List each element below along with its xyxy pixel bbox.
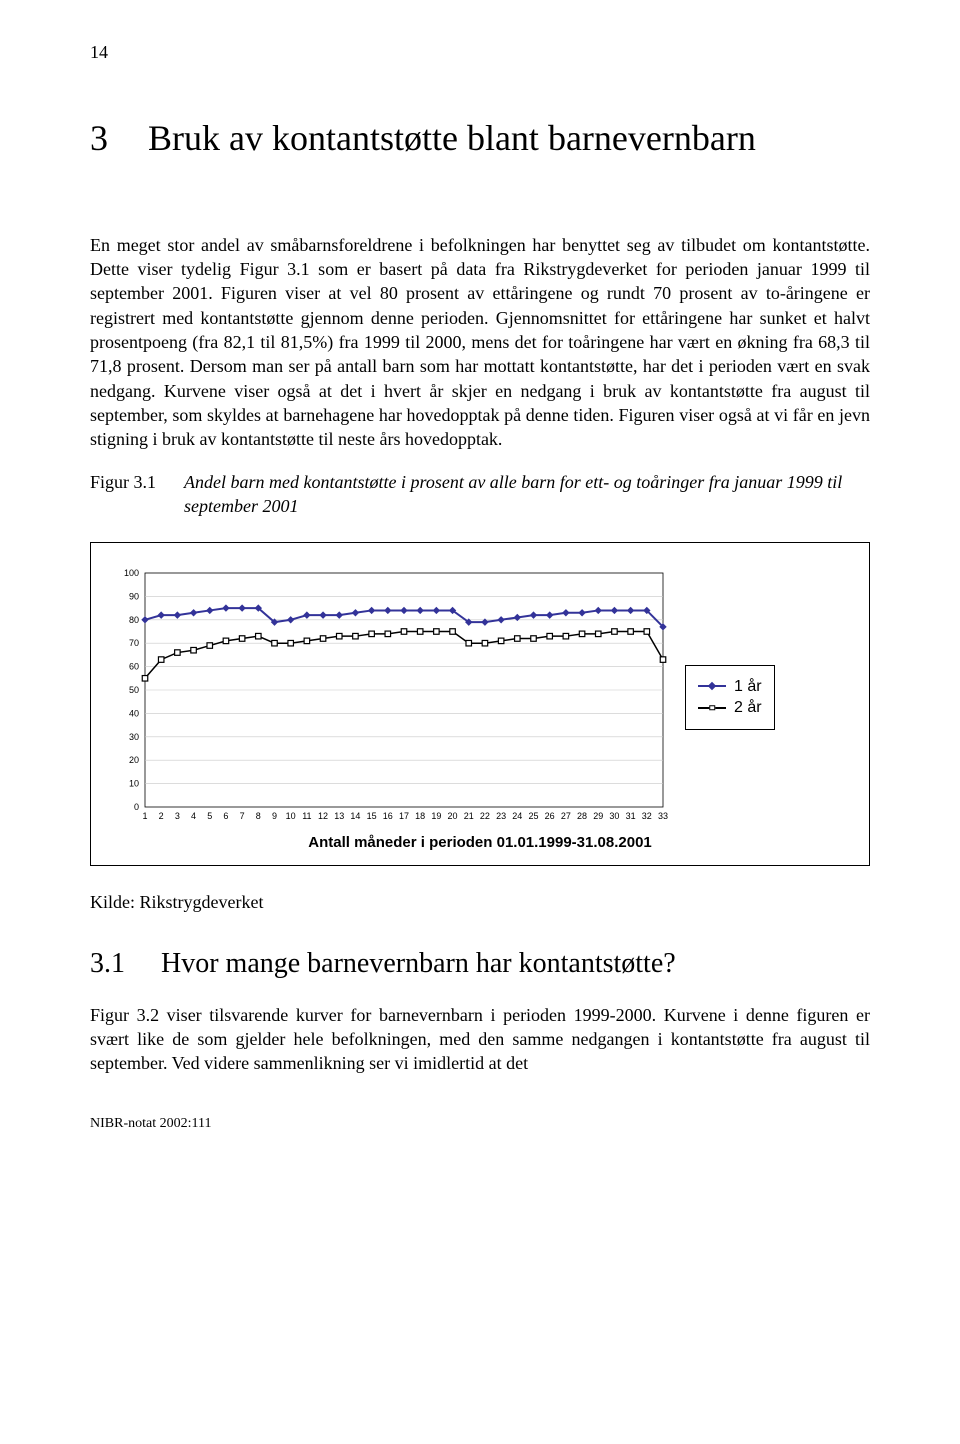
figure-caption: Figur 3.1 Andel barn med kontantstøtte i…	[90, 470, 870, 519]
svg-text:29: 29	[593, 811, 603, 821]
paragraph-1: En meget stor andel av småbarnsforeldren…	[90, 233, 870, 452]
svg-text:30: 30	[129, 732, 139, 742]
x-axis-label: Antall måneder i perioden 01.01.1999-31.…	[111, 833, 849, 853]
svg-text:19: 19	[431, 811, 441, 821]
svg-text:90: 90	[129, 592, 139, 602]
svg-text:17: 17	[399, 811, 409, 821]
chapter-number: 3	[90, 114, 108, 163]
svg-text:8: 8	[256, 811, 261, 821]
svg-text:11: 11	[302, 811, 311, 821]
svg-text:12: 12	[318, 811, 328, 821]
svg-text:21: 21	[464, 811, 474, 821]
svg-text:7: 7	[240, 811, 245, 821]
paragraph-2: Figur 3.2 viser tilsvarende kurver for b…	[90, 1003, 870, 1076]
svg-text:25: 25	[528, 811, 538, 821]
svg-text:60: 60	[129, 662, 139, 672]
section-title: 3.1 Hvor mange barnevernbarn har kontant…	[90, 945, 870, 983]
legend-item: 1 år	[698, 676, 762, 698]
svg-text:32: 32	[642, 811, 652, 821]
page-number: 14	[90, 40, 870, 64]
svg-text:3: 3	[175, 811, 180, 821]
svg-text:30: 30	[609, 811, 619, 821]
svg-text:9: 9	[272, 811, 277, 821]
svg-text:33: 33	[658, 811, 668, 821]
legend-label: 1 år	[734, 676, 762, 698]
svg-text:15: 15	[367, 811, 377, 821]
svg-text:16: 16	[383, 811, 393, 821]
svg-text:5: 5	[207, 811, 212, 821]
chart-container: 0102030405060708090100123456789101112131…	[90, 542, 870, 866]
svg-text:14: 14	[350, 811, 360, 821]
svg-text:20: 20	[448, 811, 458, 821]
svg-text:4: 4	[191, 811, 196, 821]
figure-label: Figur 3.1	[90, 470, 156, 519]
svg-text:50: 50	[129, 685, 139, 695]
svg-text:18: 18	[415, 811, 425, 821]
figure-caption-text: Andel barn med kontantstøtte i prosent a…	[184, 470, 870, 519]
svg-text:100: 100	[124, 568, 139, 578]
svg-text:26: 26	[545, 811, 555, 821]
svg-text:80: 80	[129, 615, 139, 625]
svg-text:1: 1	[142, 811, 147, 821]
svg-text:20: 20	[129, 755, 139, 765]
legend-label: 2 år	[734, 697, 762, 719]
source-text: Kilde: Rikstrygdeverket	[90, 890, 870, 914]
svg-text:10: 10	[129, 779, 139, 789]
svg-text:6: 6	[223, 811, 228, 821]
svg-text:28: 28	[577, 811, 587, 821]
svg-text:27: 27	[561, 811, 571, 821]
legend-item: 2 år	[698, 697, 762, 719]
svg-text:0: 0	[134, 802, 139, 812]
chart-legend: 1 år2 år	[685, 665, 775, 730]
svg-text:40: 40	[129, 709, 139, 719]
line-chart: 0102030405060708090100123456789101112131…	[111, 567, 671, 827]
section-number: 3.1	[90, 945, 125, 983]
svg-text:22: 22	[480, 811, 490, 821]
svg-text:2: 2	[159, 811, 164, 821]
svg-text:23: 23	[496, 811, 506, 821]
footer-reference: NIBR-notat 2002:111	[90, 1115, 870, 1134]
svg-text:24: 24	[512, 811, 522, 821]
svg-text:70: 70	[129, 638, 139, 648]
section-text: Hvor mange barnevernbarn har kontantstøt…	[161, 945, 676, 983]
svg-text:31: 31	[626, 811, 636, 821]
svg-text:13: 13	[334, 811, 344, 821]
chapter-title: 3 Bruk av kontantstøtte blant barnevernb…	[90, 114, 870, 163]
svg-text:10: 10	[286, 811, 296, 821]
chapter-text: Bruk av kontantstøtte blant barnevernbar…	[148, 114, 870, 163]
